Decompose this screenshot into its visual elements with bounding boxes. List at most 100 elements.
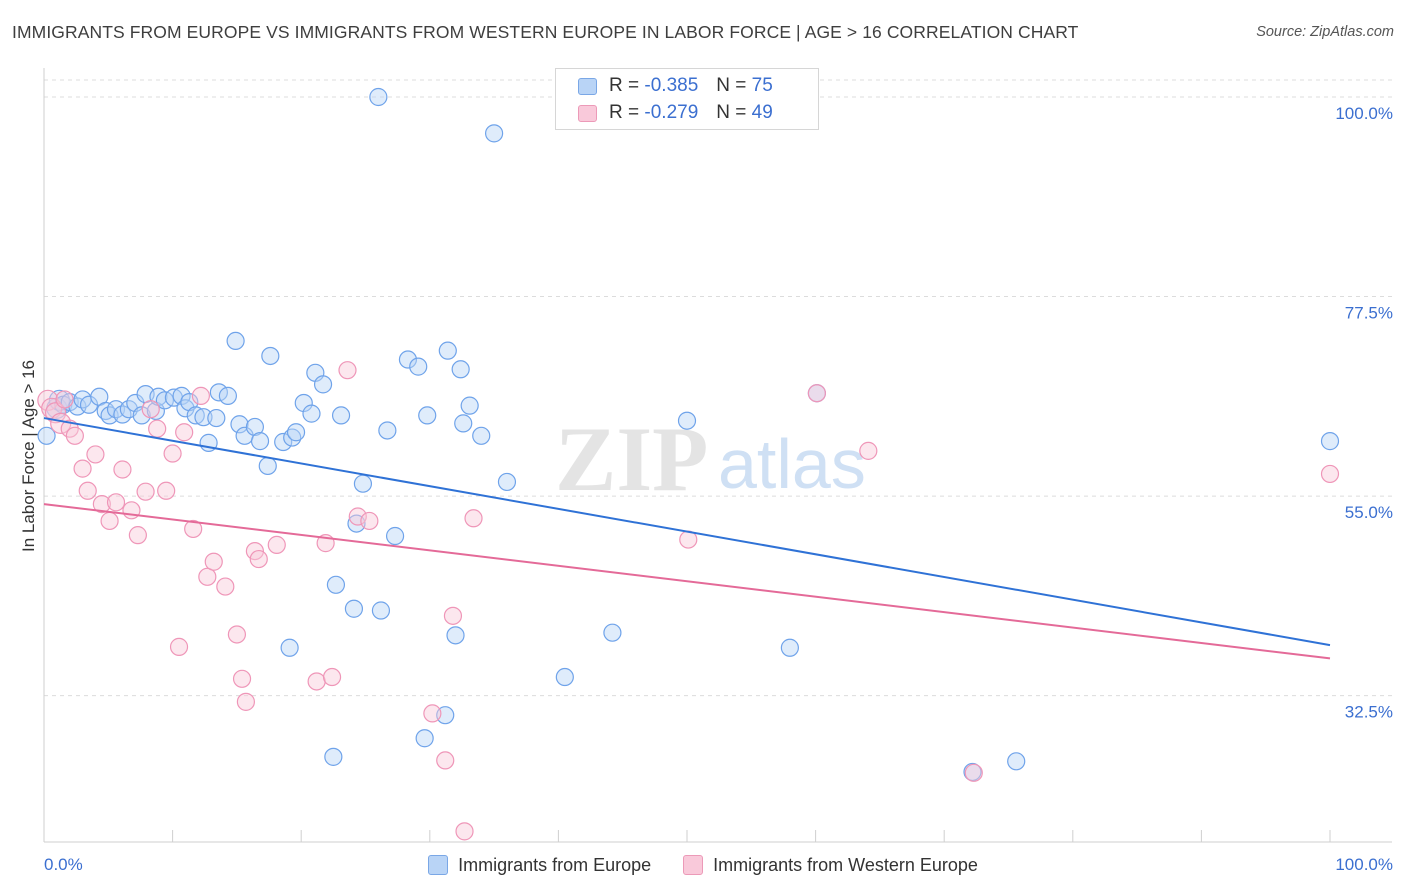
point-western [859, 441, 878, 460]
point-europe [37, 426, 56, 445]
legend-row-western: R = -0.279 N = 49 [556, 100, 773, 126]
legend-item-western[interactable]: Immigrants from Western Europe [683, 855, 978, 876]
point-europe [209, 383, 228, 402]
legend-n-value-western: 49 [751, 102, 773, 123]
legend-swatch-europe [428, 855, 449, 875]
point-europe [418, 406, 437, 425]
point-europe [780, 638, 799, 657]
point-western [73, 459, 92, 478]
axis-layer: 32.5% 55.0% 77.5% 100.0% 0.0% 100.0% [43, 68, 1393, 874]
point-europe [460, 396, 479, 415]
point-europe [286, 423, 306, 442]
point-europe [313, 375, 333, 394]
legend-swatch-western [683, 855, 704, 875]
point-europe [497, 472, 517, 492]
watermark: ZIP atlas [555, 408, 866, 510]
point-western [106, 493, 126, 512]
point-europe [302, 404, 321, 423]
point-western [348, 507, 367, 526]
source-label: Source: ZipAtlas.com [1256, 24, 1394, 40]
point-western [227, 625, 246, 644]
point-western [204, 552, 223, 571]
trendlines-layer [43, 417, 1331, 660]
point-europe [371, 601, 391, 620]
legend-n-label: N = [716, 102, 747, 123]
legend-n-value-europe: 75 [751, 75, 773, 96]
point-europe [280, 638, 299, 657]
point-western [191, 386, 210, 405]
series-legend: Immigrants from Europe Immigrants from W… [0, 852, 1406, 878]
point-europe [472, 426, 491, 445]
legend-n-label: N = [716, 75, 747, 96]
point-europe [485, 124, 504, 143]
legend-label-europe: Immigrants from Europe [458, 854, 652, 875]
legend-item-europe[interactable]: Immigrants from Europe [428, 855, 651, 876]
point-europe [132, 406, 151, 425]
point-europe [353, 474, 373, 493]
point-western [44, 402, 67, 424]
point-western [267, 535, 286, 554]
point-europe [226, 331, 245, 350]
point-europe [415, 729, 434, 748]
point-europe [1007, 752, 1026, 771]
point-western [184, 519, 203, 539]
point-western [236, 692, 256, 711]
point-europe [331, 406, 351, 425]
point-western [198, 567, 217, 586]
point-europe [324, 747, 343, 766]
point-western [360, 511, 379, 531]
point-europe [451, 360, 470, 379]
point-europe [378, 421, 397, 440]
point-western [65, 426, 84, 445]
x-tick-label: 0.0% [44, 855, 83, 874]
point-europe [194, 408, 213, 427]
legend-swatch-western [578, 104, 597, 122]
point-western [338, 361, 357, 380]
points-layer [37, 87, 1340, 841]
legend-r-value-europe: -0.385 [644, 75, 699, 96]
point-western [807, 384, 826, 403]
point-western [216, 577, 235, 596]
point-europe [258, 456, 277, 476]
point-western [232, 669, 252, 688]
point-western [964, 763, 983, 782]
point-western [169, 637, 189, 656]
point-europe [963, 762, 982, 782]
watermark-atlas: atlas [718, 425, 866, 503]
point-europe [207, 408, 226, 428]
point-western [455, 822, 474, 841]
point-western [249, 549, 268, 569]
point-western [148, 419, 167, 438]
point-western [322, 667, 342, 687]
point-europe [385, 526, 405, 546]
legend-label-western: Immigrants from Western Europe [713, 854, 978, 875]
point-western [464, 509, 483, 528]
y-tick-label: 100.0% [1335, 104, 1393, 123]
point-western [86, 445, 105, 464]
point-europe [245, 417, 265, 437]
point-western [78, 481, 97, 500]
stats-legend: R = -0.385 N = 75 R = -0.279 N = 49 [555, 68, 819, 130]
point-europe [230, 415, 249, 434]
point-western [55, 390, 74, 409]
point-western [128, 526, 147, 545]
point-europe [398, 350, 418, 369]
y-tick-label: 55.0% [1345, 503, 1393, 522]
y-axis-title: In Labor Force | Age > 16 [19, 360, 38, 552]
point-europe [326, 575, 346, 594]
point-europe [677, 411, 697, 430]
x-tick-label: 100.0% [1335, 855, 1393, 874]
point-europe [438, 341, 457, 360]
point-western [443, 606, 463, 625]
point-europe [261, 346, 280, 366]
point-western [307, 672, 326, 691]
point-europe [274, 432, 293, 452]
legend-swatch-europe [578, 77, 597, 95]
point-europe [250, 432, 270, 451]
point-europe [218, 386, 237, 405]
legend-r-label: R = [609, 102, 640, 123]
point-western [436, 751, 455, 770]
point-western [175, 423, 194, 442]
chart-title: IMMIGRANTS FROM EUROPE VS IMMIGRANTS FRO… [12, 22, 1079, 42]
